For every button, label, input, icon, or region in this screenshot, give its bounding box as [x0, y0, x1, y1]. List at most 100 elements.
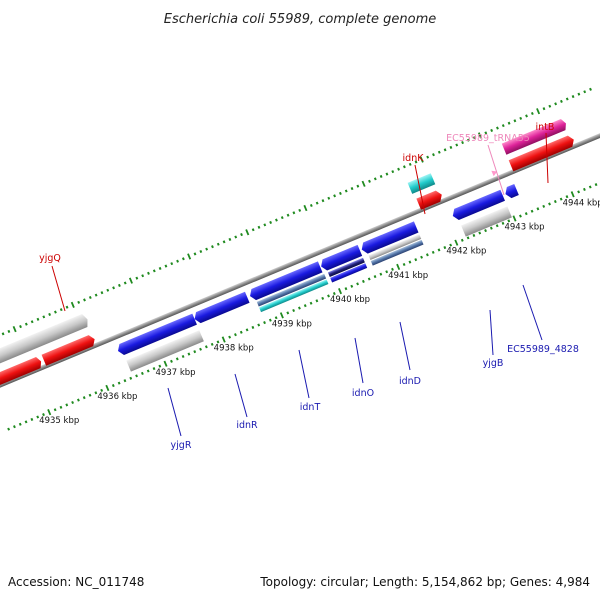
minor-tick — [164, 264, 168, 268]
minor-tick — [112, 286, 115, 290]
minor-tick — [280, 216, 284, 220]
minor-tick — [158, 364, 162, 368]
minor-tick — [234, 333, 237, 337]
minor-tick — [94, 391, 98, 395]
minor-tick — [432, 153, 435, 157]
gene-label-yjgB[interactable]: yjgB — [483, 358, 504, 369]
gene-idnD-2[interactable] — [368, 234, 422, 261]
minor-tick — [461, 141, 464, 145]
minor-tick — [123, 379, 127, 383]
gene-label-idnO[interactable]: idnO — [352, 388, 374, 399]
gene-intB-cds[interactable] — [508, 134, 576, 172]
minor-tick — [339, 191, 342, 195]
gene-yjgQ-pseudo[interactable] — [0, 313, 90, 369]
gene-yjgB-pseudo[interactable] — [461, 206, 512, 237]
minor-tick — [588, 185, 592, 189]
minor-tick — [111, 384, 115, 388]
leader-idnR — [234, 373, 248, 418]
leader-yjgQ — [51, 265, 66, 312]
topology-text: Topology: circular; Length: 5,154,862 bp… — [259, 575, 590, 589]
minor-tick — [344, 287, 348, 291]
gene-idnK[interactable] — [407, 173, 436, 194]
minor-tick — [525, 114, 528, 118]
minor-tick — [455, 143, 459, 147]
minor-tick — [19, 325, 22, 329]
kbp-label: 4943 kbp — [504, 222, 544, 232]
gene-idnT-3[interactable] — [259, 279, 329, 313]
minor-tick — [554, 102, 558, 106]
minor-tick — [228, 335, 232, 339]
minor-tick — [36, 317, 40, 321]
minor-tick — [268, 318, 272, 322]
minor-tick — [501, 124, 505, 128]
gene-label-idnR[interactable]: idnR — [236, 420, 258, 431]
minor-tick — [501, 221, 505, 225]
minor-tick — [466, 236, 470, 240]
minor-tick — [152, 367, 156, 371]
minor-tick — [507, 219, 511, 223]
gene-idnR[interactable] — [192, 291, 250, 325]
major-tick — [221, 336, 226, 343]
leader-yjgB — [489, 309, 494, 356]
minor-tick — [426, 155, 430, 159]
minor-tick — [519, 116, 523, 120]
gene-label-idnD[interactable]: idnD — [399, 376, 421, 387]
minor-tick — [466, 138, 470, 142]
leader-yjgR — [167, 387, 182, 437]
minor-tick — [30, 417, 34, 421]
minor-tick — [309, 301, 313, 305]
minor-tick — [59, 405, 63, 409]
minor-tick — [147, 271, 150, 275]
minor-tick — [65, 305, 69, 309]
minor-tick — [565, 97, 569, 101]
minor-tick — [135, 276, 139, 280]
gene-yjgB[interactable] — [451, 189, 505, 222]
gene-idnO-2[interactable] — [327, 257, 365, 277]
major-tick — [187, 253, 192, 260]
minor-tick — [205, 247, 209, 251]
gene-label-idnK[interactable]: idnK — [403, 153, 425, 164]
minor-tick — [542, 204, 546, 208]
minor-tick — [332, 292, 336, 296]
gene-idnT-2[interactable] — [256, 273, 327, 307]
gene-yjgR[interactable] — [116, 313, 197, 357]
gene-idnO-3[interactable] — [330, 263, 368, 283]
minor-tick — [472, 136, 476, 140]
major-tick — [338, 288, 343, 295]
gene-label-idnT[interactable]: idnT — [300, 402, 321, 413]
minor-tick — [286, 311, 290, 315]
minor-tick — [379, 174, 383, 179]
minor-tick — [571, 95, 575, 99]
minor-tick — [315, 201, 319, 205]
minor-tick — [210, 342, 214, 346]
gene-trna[interactable] — [491, 169, 498, 177]
minor-tick — [530, 209, 534, 213]
gene-yjgQ-cds-2[interactable] — [41, 334, 97, 366]
gene-label-yjgR[interactable]: yjgR — [171, 440, 192, 451]
gene-idnD[interactable] — [359, 221, 419, 255]
gene-label-intB[interactable]: intB — [536, 122, 555, 133]
minor-tick — [269, 220, 273, 225]
gene-label-EC55989_4828[interactable]: EC55989_4828 — [507, 344, 579, 355]
gene-yjgQ-cds[interactable] — [0, 356, 43, 387]
gene-idnD-3[interactable] — [370, 239, 424, 266]
minor-tick — [13, 425, 16, 429]
gene-label-yjgQ[interactable]: yjgQ — [39, 253, 61, 264]
gene-EC55989_4828[interactable] — [503, 183, 519, 200]
minor-tick — [65, 403, 69, 407]
minor-tick — [589, 87, 592, 91]
minor-tick — [158, 266, 162, 271]
gene-intB[interactable] — [501, 118, 568, 155]
gene-label-trna[interactable]: EC55989_tRNA55 — [446, 133, 530, 144]
minor-tick — [559, 197, 563, 201]
lower-tick-track — [7, 183, 598, 431]
minor-tick — [391, 267, 394, 271]
gene-idnO[interactable] — [319, 244, 363, 272]
major-tick — [477, 132, 482, 139]
gene-idnT[interactable] — [248, 261, 323, 301]
minor-tick — [88, 295, 92, 300]
gene-yjgR-pseudo[interactable] — [126, 330, 204, 372]
minor-tick — [367, 277, 371, 281]
minor-tick — [542, 107, 546, 111]
